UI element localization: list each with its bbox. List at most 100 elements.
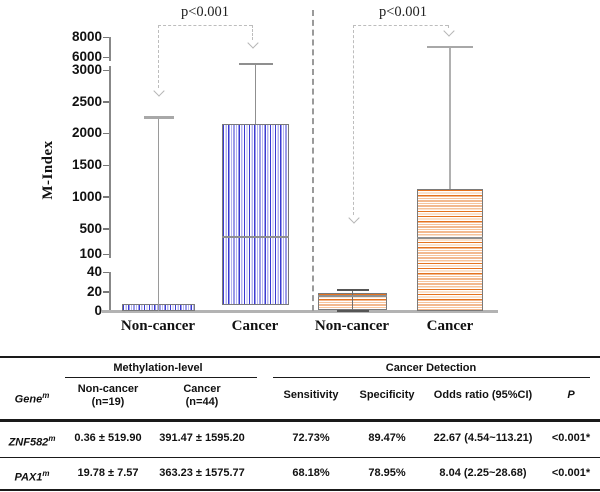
col-header-cancer-line2: (n=44)	[185, 396, 219, 408]
y-axis-segment	[109, 37, 111, 61]
whisker-line-pax1m-cancer	[449, 47, 451, 190]
y-axis-tick	[103, 36, 109, 38]
arrowhead-icon	[246, 37, 259, 49]
col-header-noncancer-line2: (n=19)	[91, 396, 125, 408]
col-header-p-value: P	[567, 389, 575, 401]
results-table: Methylation-level Cancer Detection Genem…	[0, 356, 600, 492]
row-znf582-gene: ZNF582m	[0, 432, 64, 450]
row-znf582-noncancer: 0.36 ± 519.90	[74, 432, 142, 444]
methylation-underline	[65, 377, 257, 379]
box-pax1m-cancer	[417, 189, 483, 311]
annotation-arm-right	[252, 25, 253, 40]
whisker-cap-low-pax1m-non-cancer	[336, 309, 369, 312]
box-znf582m-cancer	[222, 123, 289, 306]
whisker-line-znf582m-non-cancer	[157, 117, 160, 305]
col-header-noncancer-line1: Non-cancer	[77, 383, 139, 395]
col-header-gene: Genem	[0, 389, 64, 407]
col-header-gene-sup: m	[42, 391, 50, 400]
box-plot-chart: M-Index 0 20 40 100 500 1000 1500 2000 2500 3000 6…	[40, 4, 498, 334]
row-pax1-sensitivity: 68.18%	[292, 467, 330, 479]
row-znf582-odds-ratio: 22.67 (4.54~113.21)	[433, 432, 533, 444]
y-axis-tick	[103, 69, 109, 71]
median-line-pax1m-cancer	[417, 237, 483, 240]
y-axis-tick	[103, 132, 109, 135]
group-header-methylation: Methylation-level	[113, 362, 203, 374]
y-axis-tick-label: 8000	[71, 29, 102, 44]
y-axis-tick-label: 500	[79, 220, 102, 236]
y-axis-tick-label: 2000	[71, 125, 102, 141]
annotation-bracket	[158, 25, 252, 26]
row-znf582-specificity: 89.47%	[368, 432, 406, 444]
whisker-cap-pax1m-non-cancer	[336, 288, 369, 291]
y-axis-tick	[103, 271, 109, 273]
group-header-cancer-detection: Cancer Detection	[385, 362, 477, 374]
row-pax1-cancer: 363.23 ± 1575.77	[159, 467, 245, 479]
table-rule-top	[0, 356, 600, 358]
row-znf582-gene-text: ZNF582	[8, 436, 49, 449]
y-axis-tick-label: 0	[94, 303, 102, 318]
row-pax1-specificity: 78.95%	[368, 467, 406, 479]
whisker-line-znf582m-cancer	[254, 63, 257, 124]
y-axis-segment	[109, 66, 111, 258]
annotation-arm-left	[158, 25, 159, 88]
y-axis-segment	[109, 272, 111, 311]
y-axis-tick	[103, 253, 109, 255]
arrowhead-icon	[347, 212, 360, 224]
arrowhead-icon	[442, 25, 455, 37]
row-pax1-gene-sup: m	[42, 469, 50, 478]
whisker-through-pax1m-non-cancer	[351, 293, 354, 310]
median-line-pax1m-non-cancer	[318, 295, 387, 298]
x-category-label: Cancer	[426, 318, 474, 334]
row-pax1-gene: PAX1m	[0, 467, 64, 485]
median-line-znf582m-cancer	[222, 235, 289, 238]
whisker-cap-znf582m-cancer	[238, 62, 273, 65]
y-axis-tick	[103, 56, 109, 58]
row-pax1-noncancer: 19.78 ± 7.57	[77, 467, 139, 479]
y-axis-tick-label: 20	[86, 283, 102, 299]
p-value-label: p<0.001	[378, 4, 428, 20]
row-znf582-cancer: 391.47 ± 1595.20	[159, 432, 245, 444]
y-axis-tick	[103, 164, 109, 167]
whisker-through-znf582m-non-cancer	[157, 304, 160, 311]
col-header-sensitivity: Sensitivity	[283, 389, 339, 401]
y-axis-tick-label: 1000	[71, 188, 102, 204]
arrowhead-icon	[152, 85, 165, 97]
y-axis-tick-label: 6000	[71, 49, 102, 64]
y-axis-tick	[103, 228, 109, 230]
y-axis-tick-label: 2500	[71, 93, 102, 109]
row-pax1-gene-text: PAX1	[14, 471, 43, 484]
y-axis-tick-label: 40	[86, 264, 102, 279]
annotation-arm-left	[353, 25, 354, 215]
p-value-label: p<0.001	[180, 4, 230, 20]
col-header-odds-ratio: Odds ratio (95%CI)	[433, 389, 533, 401]
row-pax1-odds-ratio: 8.04 (2.25~28.68)	[439, 467, 527, 479]
y-axis-tick-label: 100	[79, 246, 102, 261]
whisker-line-pax1m-non-cancer	[351, 289, 354, 294]
row-znf582-gene-sup: m	[48, 434, 56, 443]
whisker-cap-pax1m-cancer	[427, 45, 473, 49]
col-header-cancer-line1: Cancer	[183, 383, 221, 395]
y-axis-tick-label: 1500	[71, 157, 102, 173]
table-rule-bottom	[0, 489, 600, 491]
table-rule-mid	[0, 457, 600, 458]
col-header-noncancer: Non-cancer (n=19)	[64, 383, 152, 409]
table-rule-header	[0, 419, 600, 422]
detection-underline	[273, 377, 590, 379]
col-header-specificity: Specificity	[359, 389, 415, 401]
panel-divider-dashed-line	[312, 10, 314, 311]
x-category-label: Non-cancer	[120, 318, 196, 334]
y-axis-tick	[103, 291, 109, 293]
annotation-arm-right	[448, 25, 449, 28]
annotation-bracket	[353, 25, 448, 26]
x-category-label: Non-cancer	[314, 318, 390, 334]
row-znf582-p-value: <0.001*	[551, 432, 591, 444]
y-axis-tick-label: 3000	[71, 62, 102, 77]
row-pax1-p-value: <0.001*	[551, 467, 591, 479]
whisker-cap-znf582m-non-cancer	[143, 116, 174, 119]
col-header-cancer: Cancer (n=44)	[152, 383, 252, 409]
x-axis-baseline	[102, 310, 498, 313]
y-axis-tick	[103, 196, 109, 198]
col-header-gene-text: Gene	[14, 393, 43, 406]
row-znf582-sensitivity: 72.73%	[292, 432, 330, 444]
